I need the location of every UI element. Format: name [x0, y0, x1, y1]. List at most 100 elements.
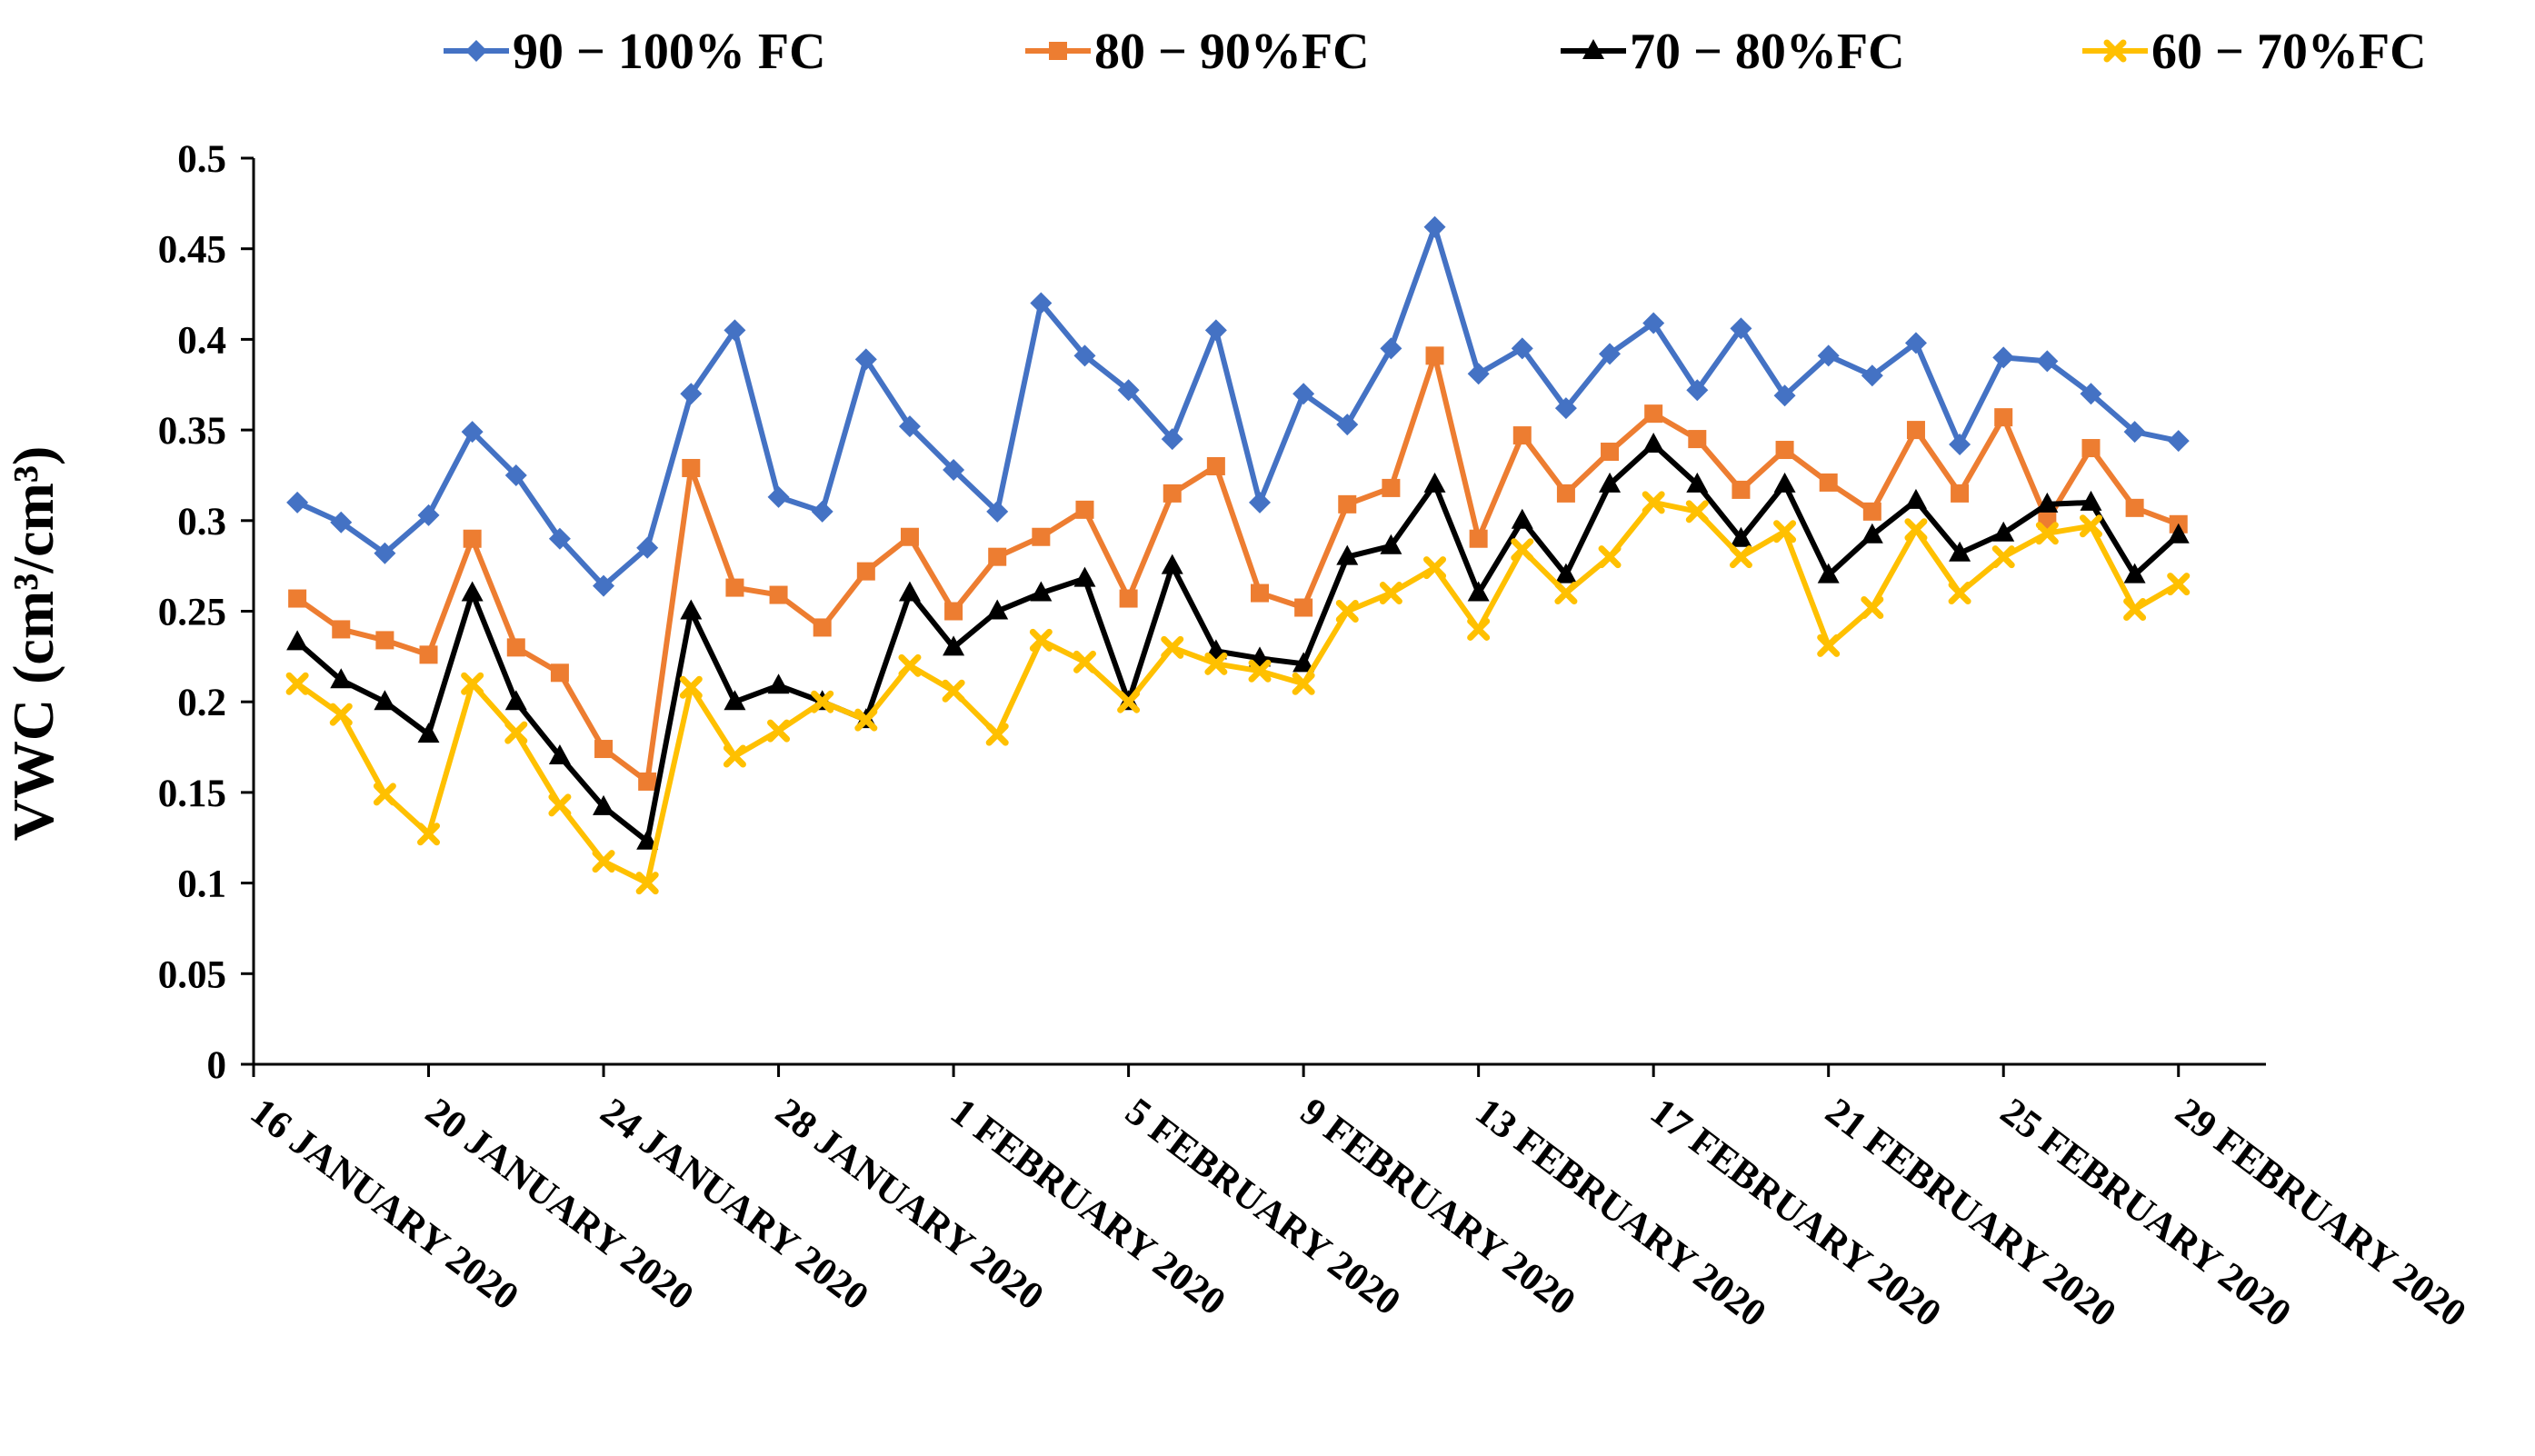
data-point	[1338, 494, 1357, 514]
data-point	[1644, 404, 1663, 424]
data-point	[769, 585, 788, 604]
data-point	[330, 668, 353, 689]
data-point	[504, 721, 528, 744]
data-point	[593, 574, 615, 597]
data-point	[285, 672, 309, 695]
series-3	[286, 433, 2190, 850]
x-tick-label: 29 FEBRUARY 2020	[2168, 1090, 2474, 1335]
data-point	[419, 645, 438, 664]
data-point	[2081, 439, 2101, 458]
series-2	[288, 346, 2188, 791]
data-point	[767, 719, 791, 743]
data-point	[1249, 491, 1271, 514]
data-point	[1992, 346, 2015, 369]
legend-label: 70 − 80%FC	[1630, 24, 1905, 80]
data-point	[1511, 508, 1533, 529]
data-point	[1688, 430, 1707, 449]
data-point	[682, 458, 701, 477]
data-point	[1030, 581, 1053, 602]
data-point	[986, 599, 1009, 620]
data-point	[330, 511, 353, 534]
data-point	[374, 542, 396, 564]
legend: 90 − 100% FC 80 − 90%FC 70 − 80%FC 60 − 70%…	[444, 24, 2427, 80]
data-point	[811, 500, 833, 523]
data-point	[2167, 573, 2191, 596]
data-point	[1163, 484, 1182, 503]
series-4	[285, 491, 2191, 895]
data-point	[1292, 652, 1315, 673]
data-point	[504, 464, 527, 486]
data-point	[1642, 312, 1665, 334]
data-point	[1906, 421, 1925, 440]
y-tick-label: 0	[207, 1044, 227, 1087]
data-point	[1073, 566, 1096, 587]
data-point	[1382, 478, 1401, 497]
data-point	[1992, 521, 2015, 542]
data-point	[2080, 383, 2102, 405]
data-point	[898, 415, 921, 438]
data-point	[854, 348, 877, 371]
data-point	[286, 491, 309, 514]
data-point	[1904, 518, 1928, 542]
data-point	[1511, 337, 1533, 360]
data-point	[506, 638, 525, 657]
legend-marker	[465, 40, 487, 62]
data-point	[636, 829, 659, 850]
axes	[252, 158, 2266, 1066]
data-point	[1251, 583, 1269, 603]
data-point	[1073, 650, 1096, 673]
data-point	[811, 690, 834, 713]
y-tick-label: 0.4	[177, 319, 226, 362]
data-point	[1423, 556, 1447, 580]
data-point	[1161, 635, 1184, 659]
legend-item: 70 − 80%FC	[1561, 24, 1905, 80]
y-tick-label: 0.1	[177, 863, 226, 906]
data-point	[1204, 652, 1228, 675]
series-1	[286, 215, 2190, 597]
data-point	[944, 602, 963, 621]
data-point	[2080, 490, 2102, 511]
data-point	[1817, 633, 1841, 657]
data-point	[1685, 500, 1709, 524]
y-tick-label: 0.05	[158, 953, 226, 996]
data-point	[988, 547, 1007, 566]
data-point	[1994, 408, 2013, 427]
data-point	[2036, 492, 2059, 513]
data-point	[1817, 344, 1840, 367]
data-point	[724, 319, 746, 342]
data-point	[461, 421, 484, 444]
data-point	[1951, 484, 1970, 503]
data-point	[1949, 434, 1971, 456]
data-point	[1423, 472, 1446, 493]
x-tick-label: 17 FEBRUARY 2020	[1642, 1090, 1949, 1335]
data-point	[638, 772, 657, 791]
legend-item: 80 − 90%FC	[1025, 24, 1370, 80]
data-point	[1601, 443, 1620, 462]
data-point	[1862, 502, 1881, 521]
data-point	[2167, 430, 2190, 453]
data-point	[942, 679, 965, 703]
data-point	[1512, 426, 1532, 445]
data-point	[1467, 363, 1490, 385]
x-tick-label: 25 FEBRUARY 2020	[1992, 1090, 2299, 1335]
data-point	[1204, 319, 1227, 342]
data-point	[1467, 617, 1491, 641]
data-point	[2123, 421, 2146, 444]
data-point	[1030, 292, 1053, 314]
data-point	[417, 823, 441, 846]
data-point	[417, 504, 440, 526]
y-axis-ticks: 0 0.05 0.1 0.15 0.2 0.25 0.3 0.35 0.4 0.45 0.5	[158, 138, 254, 1087]
data-point	[1380, 337, 1402, 360]
data-point	[593, 794, 615, 815]
data-point	[1425, 346, 1444, 365]
x-tick-label: 13 FEBRUARY 2020	[1468, 1090, 1774, 1335]
data-point	[1292, 672, 1315, 695]
data-point	[463, 529, 482, 548]
data-point	[1029, 628, 1053, 652]
data-point	[854, 708, 878, 732]
legend-marker	[1582, 39, 1604, 59]
data-point	[548, 793, 572, 817]
y-tick-label: 0.5	[177, 138, 226, 181]
x-tick-label: 21 FEBRUARY 2020	[1818, 1090, 2124, 1335]
legend-item: 60 − 70%FC	[2082, 24, 2427, 80]
